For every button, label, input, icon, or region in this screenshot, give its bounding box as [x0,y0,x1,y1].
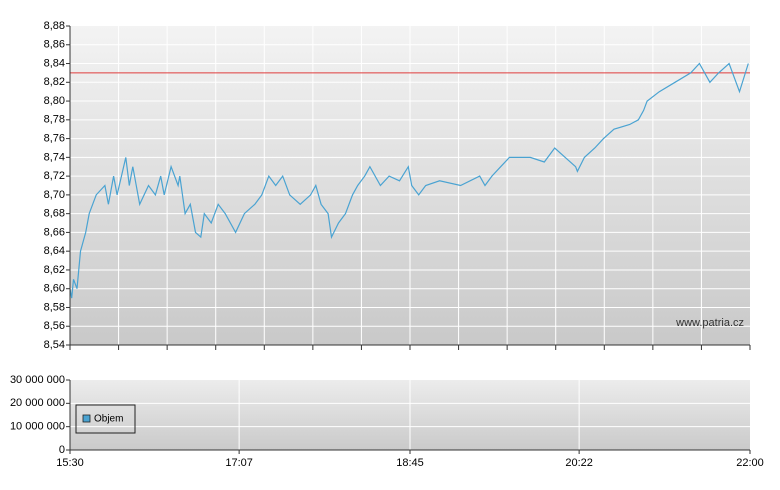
y-tick-label: 8,76 [44,132,65,144]
y-tick-label: 8,64 [44,245,65,257]
y-tick-label: 8,80 [44,95,65,107]
y-tick-label: 8,74 [44,151,65,163]
y-tick-label: 8,62 [44,264,65,276]
y-tick-label: 8,84 [44,57,65,69]
y-tick-label: 8,66 [44,226,65,238]
x-tick-label: 22:00 [736,457,764,469]
y-tick-label: 8,70 [44,189,65,201]
price-line [69,62,749,299]
y-tick-label: 8,86 [44,39,65,51]
y-tick-label: 8,58 [44,301,65,313]
y-tick-label: 10 000 000 [10,421,65,433]
x-tick-label: 18:45 [396,457,424,469]
y-tick-label: 0 [59,444,65,456]
y-tick-label: 8,82 [44,76,65,88]
x-tick-label: 20:22 [565,457,593,469]
legend-label: Objem [94,414,123,425]
x-tick-label: 17:07 [225,457,253,469]
y-tick-label: 30 000 000 [10,374,65,386]
watermark: www.patria.cz [675,317,744,329]
y-tick-label: 8,54 [44,339,65,351]
y-tick-label: 8,56 [44,320,65,332]
y-tick-label: 20 000 000 [10,397,65,409]
legend-swatch [82,414,91,423]
y-tick-label: 8,78 [44,114,65,126]
y-tick-label: 8,60 [44,283,65,295]
y-tick-label: 8,72 [44,170,65,182]
x-tick-label: 15:30 [56,457,84,469]
y-tick-label: 8,88 [44,20,65,32]
legend-box [75,404,136,434]
y-tick-label: 8,68 [44,208,65,220]
